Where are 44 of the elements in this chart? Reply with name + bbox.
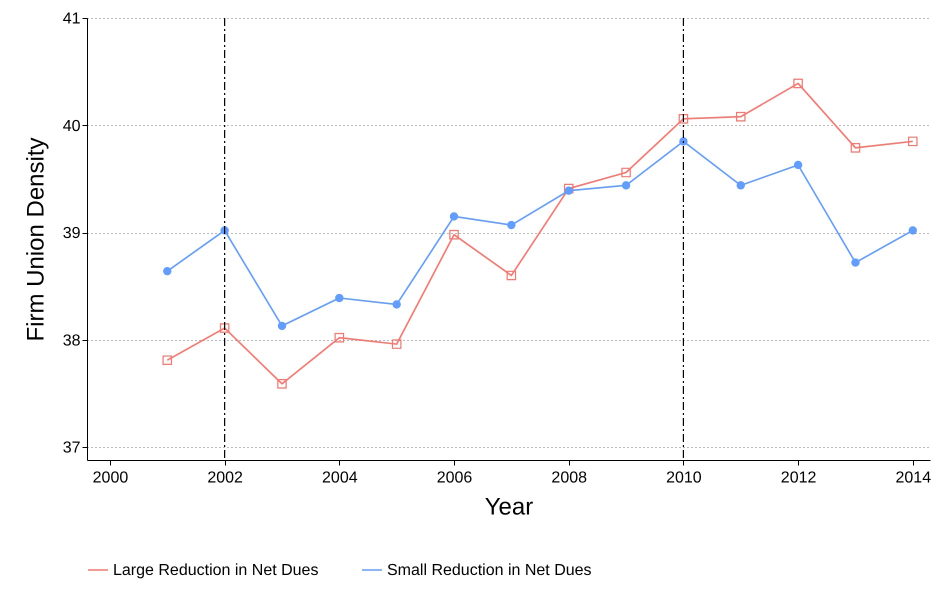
point [162, 355, 172, 366]
point [679, 137, 688, 146]
point [392, 339, 402, 349]
y-axis-title: Firm Union Density [22, 137, 50, 342]
point [794, 160, 802, 170]
x-tick-label: 2002 [207, 470, 244, 486]
y-tick-label: 40 [62, 118, 81, 135]
legend-label: Large Reduction in Net Dues [113, 562, 318, 579]
x-tick-label: 2008 [551, 470, 588, 486]
point [736, 181, 745, 190]
y-tick-label: 39 [62, 225, 81, 242]
point [908, 136, 918, 146]
point [163, 267, 172, 276]
x-tick-label: 2004 [322, 470, 358, 486]
y-tick-label: 37 [62, 440, 81, 457]
point [564, 184, 574, 194]
point [564, 186, 573, 195]
point [334, 332, 344, 342]
point [335, 294, 344, 302]
point [507, 220, 516, 230]
legend-label: Small Reduction in Net Dues [387, 562, 592, 579]
point [622, 181, 630, 190]
point [220, 323, 230, 333]
x-tick-label: 2010 [666, 470, 702, 486]
point [793, 78, 803, 88]
point [851, 258, 860, 267]
point [736, 112, 746, 122]
x-tick-label: 2000 [92, 470, 128, 486]
point [678, 114, 688, 124]
point [506, 270, 516, 280]
x-tick-label: 2006 [436, 470, 472, 486]
point [278, 322, 286, 330]
point [908, 226, 917, 235]
x-tick-label: 2012 [780, 470, 816, 486]
point [450, 212, 458, 221]
point [277, 379, 287, 389]
point [449, 230, 459, 240]
x-tick-label: 2014 [896, 470, 932, 486]
point [850, 143, 860, 153]
point [392, 300, 401, 309]
y-tick-label: 38 [62, 332, 81, 350]
point [621, 168, 631, 178]
y-tick-label: 41 [62, 10, 81, 28]
x-axis-title: Year [484, 494, 534, 520]
